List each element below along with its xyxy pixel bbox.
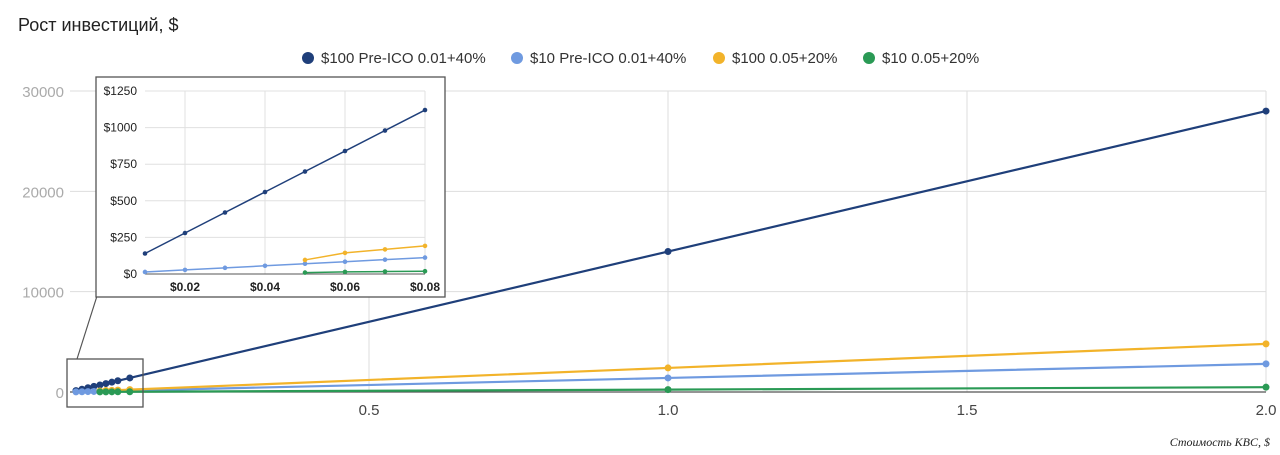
inset-series-1 — [142, 255, 428, 275]
zoom-callout — [66, 295, 144, 408]
inset-data-point — [382, 269, 388, 274]
inset-data-point — [342, 259, 348, 265]
inset-data-point — [342, 148, 348, 154]
inset-data-point — [142, 269, 148, 275]
inset-data-point — [222, 210, 228, 215]
inset-data-point — [342, 269, 348, 275]
inset-data-point — [302, 270, 308, 275]
inset-data-point — [422, 268, 428, 274]
data-point — [114, 388, 122, 396]
inset-x-tick-label: $0.06 — [330, 280, 360, 294]
legend-label-2: $100 0.05+20% — [732, 50, 838, 67]
data-point — [1262, 107, 1270, 115]
inset-y-tick-label: $750 — [110, 157, 137, 171]
data-point — [126, 388, 134, 396]
data-point — [126, 374, 134, 382]
inset-data-point — [422, 255, 428, 260]
data-point — [108, 388, 116, 396]
legend-label-1: $10 Pre-ICO 0.01+40% — [530, 50, 686, 67]
data-point — [84, 388, 92, 396]
inset-y-tick-label: $500 — [110, 194, 137, 208]
inset-data-point — [142, 251, 148, 256]
inset-series-line-3 — [304, 270, 426, 274]
data-point — [664, 386, 672, 394]
data-point — [114, 377, 122, 385]
inset-data-point — [302, 169, 308, 174]
chart-title: Рост инвестиций, $ — [18, 15, 179, 35]
data-point — [90, 387, 98, 395]
data-point — [1262, 340, 1270, 348]
data-point — [664, 364, 672, 372]
inset-data-point — [182, 267, 188, 273]
inset-series-line-1 — [144, 256, 426, 273]
data-point — [78, 388, 86, 396]
data-point — [108, 378, 116, 386]
inset-data-point — [182, 230, 188, 236]
inset-data-point — [262, 189, 268, 195]
inset-data-point — [382, 128, 388, 133]
data-point — [96, 388, 104, 396]
y-tick-label: 30000 — [22, 84, 64, 101]
inset-frame — [95, 76, 446, 298]
series-3 — [96, 383, 1270, 396]
x-axis-label: Стоимость KBC, $ — [1170, 435, 1270, 449]
x-tick-label: 0.5 — [359, 402, 380, 419]
inset-data-point — [302, 261, 308, 267]
data-point — [664, 374, 672, 382]
main-series — [72, 107, 1270, 396]
legend-marker-1 — [511, 52, 523, 64]
inset-series-2 — [302, 243, 428, 263]
zoom-connector — [76, 295, 98, 360]
legend-label-3: $10 0.05+20% — [882, 50, 979, 67]
inset-y-tick-label: $0 — [124, 267, 138, 281]
legend-label-0: $100 Pre-ICO 0.01+40% — [321, 50, 486, 67]
data-point — [102, 388, 110, 396]
data-point — [1262, 383, 1270, 391]
inset-series-line-2 — [304, 245, 426, 261]
y-tick-label: 0 — [56, 385, 64, 402]
main-axes: 0 10000 20000 30000 0.5 1.0 1.5 2.0 — [22, 84, 1276, 419]
inset-y-tick-label: $250 — [110, 230, 137, 244]
inset-data-point — [382, 257, 388, 262]
x-tick-label: 2.0 — [1256, 402, 1277, 419]
data-point — [72, 388, 80, 396]
inset-data-point — [382, 247, 388, 252]
zoom-region-box — [66, 358, 144, 408]
inset-x-tick-label: $0.04 — [250, 280, 280, 294]
inset-data-point — [422, 243, 428, 249]
y-tick-label: 10000 — [22, 285, 64, 302]
legend-marker-2 — [713, 52, 725, 64]
data-point — [1262, 360, 1270, 368]
legend-marker-0 — [302, 52, 314, 64]
inset-data-point — [342, 250, 348, 256]
inset-chart: $0 $250 $500 $750 $1000 $1250 $0.02 $0.04 $0.06 $… — [95, 76, 446, 298]
inset-data-point — [222, 265, 228, 271]
inset-data-point — [262, 263, 268, 269]
y-tick-label: 20000 — [22, 184, 64, 201]
inset-y-tick-label: $1250 — [104, 84, 138, 98]
legend: $100 Pre-ICO 0.01+40% $10 Pre-ICO 0.01+40… — [302, 50, 979, 67]
x-tick-label: 1.5 — [957, 402, 978, 419]
inset-y-tick-label: $1000 — [104, 121, 138, 135]
data-point — [90, 382, 98, 390]
data-point — [102, 380, 110, 388]
inset-data-point — [422, 107, 428, 113]
inset-x-tick-label: $0.02 — [170, 280, 200, 294]
legend-marker-3 — [863, 52, 875, 64]
inset-data-point — [302, 257, 308, 263]
x-tick-label: 1.0 — [658, 402, 679, 419]
data-point — [96, 381, 104, 389]
inset-series-line-0 — [144, 109, 426, 255]
data-point — [664, 248, 672, 256]
inset-x-tick-label: $0.08 — [410, 280, 440, 294]
inset-series-3 — [302, 268, 428, 275]
inset-series-0 — [142, 107, 428, 256]
